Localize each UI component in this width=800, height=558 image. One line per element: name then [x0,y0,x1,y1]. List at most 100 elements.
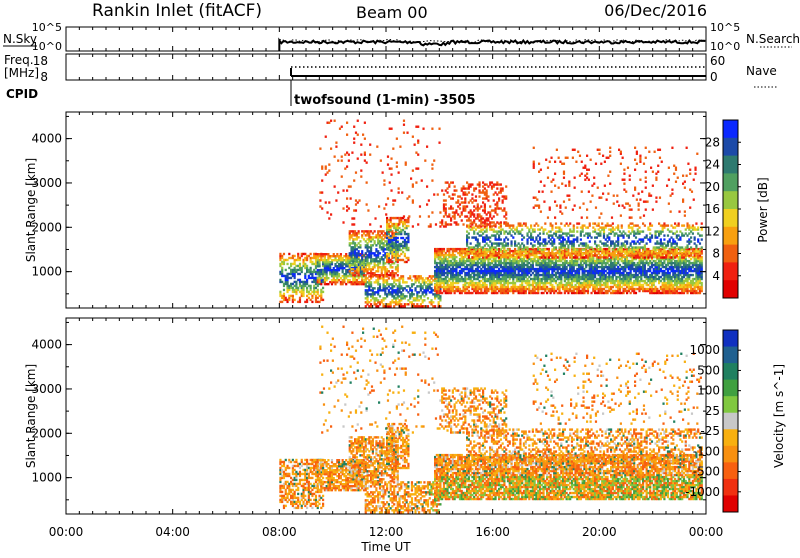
heatmap-cell [374,240,376,242]
heatmap-cell [557,256,559,258]
heatmap-cell [594,228,596,230]
cpid-label: CPID [6,87,38,101]
heatmap-cell [525,222,527,224]
heatmap-cell [283,293,285,295]
heatmap-cell [358,236,360,238]
date-title: 06/Dec/2016 [604,1,707,20]
heatmap-cell [500,238,502,240]
heatmap-cell [407,247,409,249]
heatmap-cell [560,292,562,294]
heatmap-cell [578,222,580,224]
heatmap-cell [530,250,532,252]
heatmap-cell [406,295,408,297]
heatmap-cell [507,238,509,240]
heatmap-cell [555,246,557,248]
heatmap-cell [391,266,393,268]
heatmap-cell [477,238,479,240]
heatmap-cell [322,299,324,301]
heatmap-cell [576,226,578,228]
nsky-right-tick-top: 10^5 [710,21,740,34]
heatmap-cell [544,248,546,250]
heatmap-cell [434,305,436,307]
nsearch-label: N.Search [746,32,800,46]
nave-right-tick-bottom: 0 [710,70,718,84]
heatmap-cell [359,240,361,242]
nave-right-tick-top: 60 [710,54,725,68]
heatmap-cell [390,235,392,237]
cpid-annotation: twofsound (1-min) -3505 [294,93,476,108]
heatmap-cell [590,236,592,238]
heatmap-cell [338,273,340,275]
heatmap-cell [292,295,294,297]
heatmap-cell [589,232,591,234]
heatmap-cell [598,222,600,224]
heatmap-cell [526,246,528,248]
heatmap-cell [487,254,489,256]
heatmap-cell [306,265,308,267]
heatmap-cell [576,230,578,232]
heatmap-cell [562,250,564,252]
heatmap-cell [521,228,523,230]
heatmap-cell [589,254,591,256]
heatmap-cell [692,274,694,276]
heatmap-cell [359,244,361,246]
heatmap-cell [379,252,381,254]
heatmap-cell [486,284,488,286]
heatmap-cell [397,237,399,239]
heatmap-cell [468,232,470,234]
heatmap-cell [317,289,319,291]
heatmap-cell [288,253,290,255]
nsky-left-tick-top: 10^5 [32,21,62,34]
heatmap-cell [534,244,536,246]
freq-left-tick-top: 18 [33,54,48,68]
beam-title: Beam 00 [356,3,428,22]
heatmap-cell [599,256,601,258]
heatmap-cell [576,248,578,250]
heatmap-cell [281,267,283,269]
heatmap-cell [294,299,296,301]
heatmap-cell [468,236,470,238]
heatmap-cell [310,267,312,269]
heatmap-cell [322,287,324,289]
heatmap-cell [594,250,596,252]
heatmap-cell [327,277,329,279]
heatmap-cell [510,240,512,242]
heatmap-cell [423,299,425,301]
heatmap-cell [397,264,399,266]
heatmap-cell [569,222,571,224]
heatmap-cell [439,295,441,297]
heatmap-cell [374,287,376,289]
heatmap-cell [512,236,514,238]
heatmap-cell [546,252,548,254]
freq-left-tick-bottom: 8 [40,70,48,84]
heatmap-cell [358,250,360,252]
heatmap-cell [589,240,591,242]
heatmap-cell [361,250,363,252]
heatmap-cell [537,224,539,226]
heatmap-cell [294,255,296,257]
heatmap-cell [340,253,342,255]
heatmap-cell [496,248,498,250]
heatmap-cell [283,253,285,255]
heatmap-cell [566,252,568,254]
heatmap-cell [589,222,591,224]
heatmap-cell [358,230,360,232]
heatmap-cell [423,305,425,307]
heatmap-cell [455,256,457,258]
heatmap-cell [310,253,312,255]
nave-label: Nave [746,64,777,78]
heatmap-cell [443,248,445,250]
heatmap-cell [397,274,399,276]
heatmap-cell [322,291,324,293]
heatmap-cell [553,238,555,240]
heatmap-cell [478,242,480,244]
heatmap-cell [560,222,562,224]
heatmap-cell [514,240,516,242]
heatmap-cell [635,292,637,294]
heatmap-cell [551,224,553,226]
heatmap-cell [374,230,376,232]
heatmap-cell [526,254,528,256]
heatmap-cell [594,240,596,242]
